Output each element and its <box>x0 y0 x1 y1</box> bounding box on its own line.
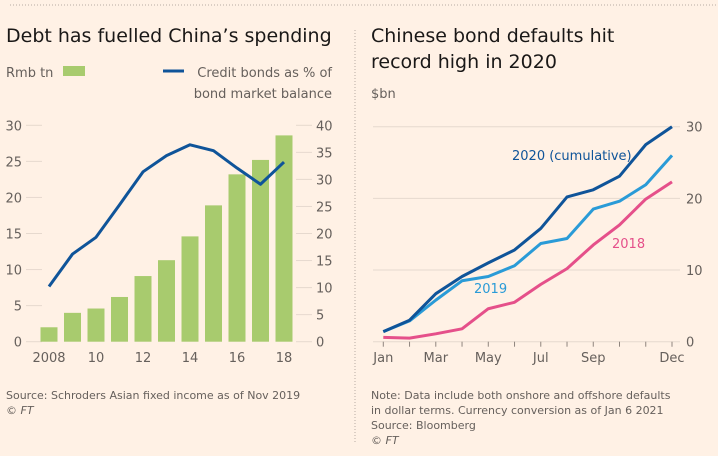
left-copyright: © FT <box>6 404 35 417</box>
right-axis-tick-label: 0 <box>316 336 324 351</box>
right-ylabel: $bn <box>371 87 396 102</box>
right-axis-tick-label: 35 <box>316 146 333 161</box>
y-tick-label: 20 <box>686 192 703 207</box>
right-axis-tick-label: 25 <box>316 200 333 215</box>
bar-2010 <box>87 308 105 342</box>
y-tick-label: 30 <box>686 121 703 136</box>
left-chart: Debt has fuelled China’s spending Rmb tn… <box>5 25 332 417</box>
x-tick-label: 16 <box>229 351 246 366</box>
bar-2012 <box>134 276 152 342</box>
x-tick-label: 2008 <box>32 351 65 366</box>
series-line-2018 <box>383 180 673 340</box>
x-tick-label: 18 <box>276 351 293 366</box>
bar-2009 <box>64 312 81 342</box>
right-axis-tick-label: 30 <box>316 173 333 188</box>
left-axis-tick-label: 20 <box>5 191 22 206</box>
right-title-line-1: Chinese bond defaults hit <box>371 25 614 47</box>
series-line-2020 <box>382 125 673 334</box>
right-chart: Chinese bond defaults hit record high in… <box>371 25 703 447</box>
right-axis-tick-label: 10 <box>316 282 333 297</box>
left-axis-tick-label: 15 <box>5 228 22 243</box>
bar-2014 <box>181 236 199 342</box>
credit-bonds-line <box>47 143 286 288</box>
bar-2017 <box>252 159 269 342</box>
bar-2018 <box>275 135 293 342</box>
left-axis-tick-label: 30 <box>5 119 22 134</box>
left-axis-tick-label: 25 <box>5 155 22 170</box>
legend-line-label-1: Credit bonds as % of <box>197 66 332 81</box>
legend-bars-label: Rmb tn <box>6 66 53 81</box>
y-tick-label: 10 <box>686 264 703 279</box>
left-source: Source: Schroders Asian fixed income as … <box>6 389 300 402</box>
right-copyright: © FT <box>371 434 400 447</box>
left-title: Debt has fuelled China’s spending <box>6 25 332 47</box>
left-axis-tick-label: 0 <box>14 336 22 351</box>
series-line-2019 <box>382 154 674 334</box>
note-line-2: in dollar terms. Currency conversion as … <box>371 404 664 417</box>
bar-2008 <box>40 327 58 342</box>
series-label-2018: 2018 <box>612 237 645 252</box>
right-axis-tick-label: 15 <box>316 255 333 270</box>
x-tick-label: 14 <box>182 351 199 366</box>
series-label-2020: 2020 (cumulative) <box>512 149 632 164</box>
x-tick-label: Mar <box>424 351 449 366</box>
right-axis-tick-label: 40 <box>316 119 333 134</box>
note-line-1: Note: Data include both onshore and offs… <box>371 389 671 402</box>
bar-2011 <box>111 296 128 342</box>
left-axis-tick-label: 10 <box>5 264 22 279</box>
right-axis-tick-label: 5 <box>316 309 324 324</box>
right-title-line-2: record high in 2020 <box>371 51 557 73</box>
x-tick-label: 12 <box>135 351 152 366</box>
x-tick-label: 10 <box>88 351 105 366</box>
x-tick-label: Sep <box>581 351 606 366</box>
x-tick-label: Jan <box>372 351 393 366</box>
y-tick-label: 0 <box>686 336 694 351</box>
x-tick-label: Jul <box>532 351 549 366</box>
bar-2015 <box>205 205 222 342</box>
bar-2016 <box>228 174 246 342</box>
x-tick-label: May <box>475 351 502 366</box>
legend-line-label-2: bond market balance <box>194 87 332 102</box>
left-axis-tick-label: 5 <box>14 300 22 315</box>
right-axis-tick-label: 20 <box>316 228 333 243</box>
series-label-2019: 2019 <box>474 282 507 297</box>
bar-2013 <box>158 260 175 342</box>
note-line-3: Source: Bloomberg <box>371 419 476 432</box>
legend-bars-swatch <box>63 66 85 76</box>
x-tick-label: Dec <box>659 351 684 366</box>
